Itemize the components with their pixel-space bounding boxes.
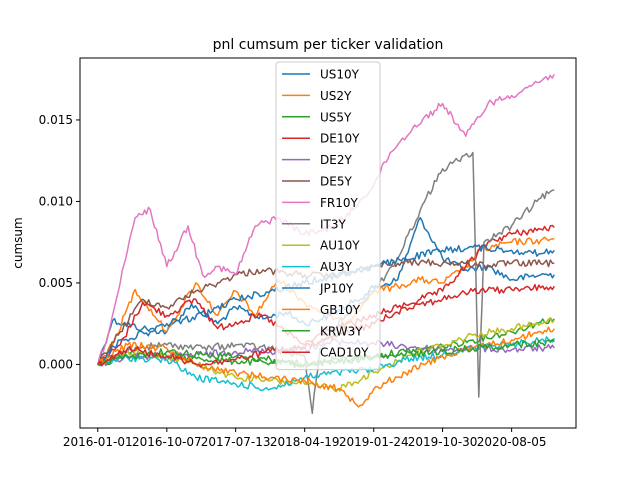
legend-label: IT3Y — [320, 217, 347, 231]
legend-label: US2Y — [320, 89, 352, 103]
legend-label: AU3Y — [320, 260, 353, 274]
x-tick-label: 2016-01-01 — [63, 435, 133, 449]
legend-label: AU10Y — [320, 239, 360, 253]
y-tick-label: 0.005 — [39, 276, 73, 290]
legend-label: FR10Y — [320, 196, 359, 210]
legend-label: DE2Y — [320, 153, 352, 167]
legend-label: DE5Y — [320, 175, 352, 189]
x-tick-label: 2017-07-13 — [201, 435, 271, 449]
legend-label: US10Y — [320, 68, 360, 82]
x-tick-label: 2018-04-19 — [270, 435, 340, 449]
x-tick-label: 2019-10-30 — [408, 435, 478, 449]
chart-title: pnl cumsum per ticker validation — [213, 37, 444, 53]
y-tick-label: 0.010 — [39, 194, 73, 208]
legend-label: US5Y — [320, 110, 352, 124]
legend-label: KRW3Y — [320, 324, 363, 338]
x-tick-label: 2016-10-07 — [132, 435, 202, 449]
y-tick-label: 0.015 — [39, 113, 73, 127]
y-axis-label: cumsum — [11, 217, 25, 268]
y-tick-label: 0.000 — [39, 357, 73, 371]
x-tick-label: 2019-01-24 — [339, 435, 409, 449]
x-tick-label: 2020-08-05 — [477, 435, 547, 449]
legend-label: JP10Y — [319, 282, 354, 296]
legend-label: GB10Y — [320, 303, 361, 317]
legend: US10Y US2Y US5Y DE10Y DE2Y DE5Y FR10Y IT3Y AU10Y… — [276, 62, 380, 370]
legend-label: CAD10Y — [320, 346, 369, 360]
legend-label: DE10Y — [320, 132, 360, 146]
